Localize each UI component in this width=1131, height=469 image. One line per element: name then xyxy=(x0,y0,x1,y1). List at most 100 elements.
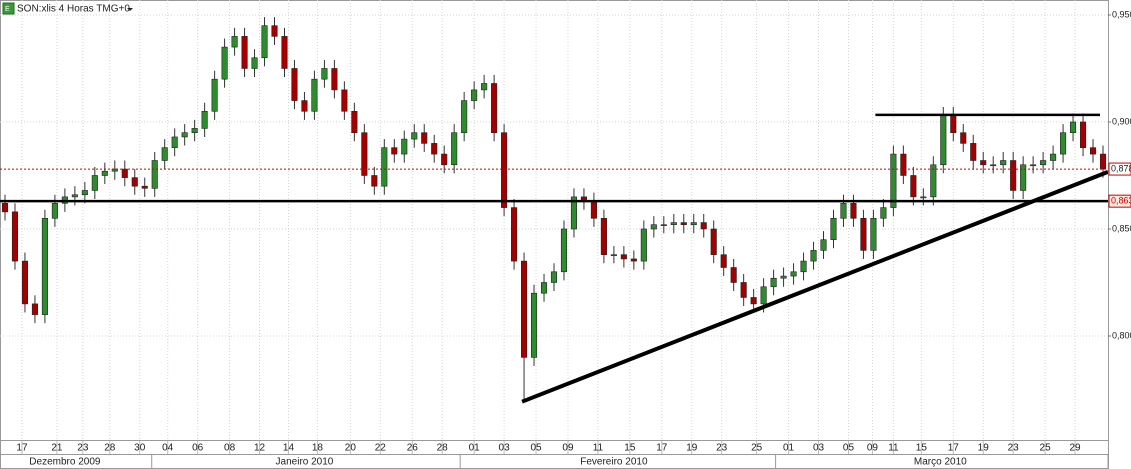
candle-body xyxy=(121,168,128,178)
title-dropdown-caret[interactable] xyxy=(127,8,133,11)
chart-title[interactable]: SON:xlis 4 Horas TMG+0 xyxy=(17,4,130,15)
candle-body xyxy=(710,228,717,255)
candle-body xyxy=(920,196,927,199)
x-tick-label: 09 xyxy=(867,443,879,454)
candle-body xyxy=(1060,132,1067,155)
candle-body xyxy=(700,222,707,230)
x-tick-label: 14 xyxy=(283,443,295,454)
x-tick-label: 01 xyxy=(783,443,795,454)
x-tick-label: 23 xyxy=(77,443,89,454)
grid xyxy=(0,0,1108,440)
candle-body xyxy=(600,217,607,255)
candle-body xyxy=(161,147,168,161)
candle-body xyxy=(171,136,178,148)
y-tick-label: 0,950 xyxy=(1112,9,1131,19)
candle-body xyxy=(521,260,528,358)
candle-body xyxy=(660,224,667,227)
candle-body xyxy=(421,132,428,144)
candle-body xyxy=(1010,160,1017,191)
candle-body xyxy=(800,260,807,273)
candle-body xyxy=(311,78,318,112)
y-tick-label: 0,900 xyxy=(1112,116,1131,126)
candle-body xyxy=(251,57,258,69)
candle-body xyxy=(361,132,368,176)
overlay xyxy=(0,113,1109,404)
candle-body xyxy=(790,271,797,277)
candle-body xyxy=(830,217,837,240)
candle-body xyxy=(860,217,867,251)
price-label: 0,878 xyxy=(1111,163,1131,173)
candle-body xyxy=(141,185,148,189)
x-tick-label: 20 xyxy=(345,443,357,454)
candle-body xyxy=(970,143,977,161)
x-tick-label: 28 xyxy=(104,443,116,454)
candle-body xyxy=(321,68,328,80)
month-label: Dezembro 2009 xyxy=(29,457,101,468)
candle-body xyxy=(1070,121,1077,133)
candle-body xyxy=(650,224,657,230)
x-tick-label: 05 xyxy=(530,443,542,454)
x-tick-label: 01 xyxy=(469,443,481,454)
candle-body xyxy=(1030,164,1037,167)
candle-body xyxy=(540,282,548,294)
candle-body xyxy=(820,239,827,251)
price-label-box xyxy=(1108,194,1131,208)
x-tick-label: 29 xyxy=(1069,443,1081,454)
candle-body xyxy=(640,228,647,262)
candle-body xyxy=(211,78,218,112)
candle-body xyxy=(351,110,358,133)
candle-body xyxy=(11,211,19,262)
candle-body xyxy=(840,203,847,219)
x-tick-label: 09 xyxy=(562,443,574,454)
x-tick-label: 19 xyxy=(978,443,990,454)
candle-body xyxy=(281,36,288,69)
x-tick-label: 17 xyxy=(656,443,668,454)
candle-body xyxy=(71,194,78,198)
candle-body xyxy=(1000,160,1007,166)
x-tick-label: 21 xyxy=(51,443,63,454)
candle-body xyxy=(191,128,198,133)
x-tick-label: 08 xyxy=(224,443,236,454)
candle-body xyxy=(221,46,228,80)
candle-body xyxy=(560,228,568,273)
candle-body xyxy=(1050,153,1057,161)
candle-body xyxy=(401,138,408,155)
candle-body xyxy=(870,217,877,251)
candle-body xyxy=(590,200,597,219)
candle-body xyxy=(181,132,188,138)
x-tick-label: 12 xyxy=(254,443,266,454)
month-label: Janeiro 2010 xyxy=(276,457,334,468)
candle-body xyxy=(111,168,118,172)
x-tick-label: 05 xyxy=(843,443,855,454)
candle-body xyxy=(950,115,957,133)
x-tick-label: 17 xyxy=(16,443,28,454)
y-tick-label: 0,850 xyxy=(1112,223,1131,233)
candle-body xyxy=(261,25,268,59)
candle-body xyxy=(481,83,488,91)
candle-body xyxy=(101,170,108,176)
candle-body xyxy=(1040,160,1047,166)
x-tick-label: 15 xyxy=(916,443,928,454)
candle-body xyxy=(131,177,138,187)
candle-body xyxy=(550,271,558,283)
candle-body xyxy=(461,100,468,133)
candle-body xyxy=(231,36,238,48)
candle-body xyxy=(780,275,787,279)
candle-body xyxy=(760,286,767,305)
candle-body xyxy=(41,217,48,315)
x-tick-label: 23 xyxy=(1008,443,1020,454)
candle-body xyxy=(990,164,997,167)
candle-body xyxy=(960,132,967,144)
x-tick-label: 11 xyxy=(593,443,604,454)
x-tick-label: 28 xyxy=(437,443,449,454)
candle-body xyxy=(391,147,398,155)
candle-body xyxy=(1080,121,1087,148)
x-tick-label: 19 xyxy=(686,443,698,454)
candle-body xyxy=(880,207,887,219)
x-tick-label: 04 xyxy=(162,443,174,454)
x-tick-label: 22 xyxy=(375,443,387,454)
candle-body xyxy=(1,203,9,213)
candle-body xyxy=(331,68,338,91)
